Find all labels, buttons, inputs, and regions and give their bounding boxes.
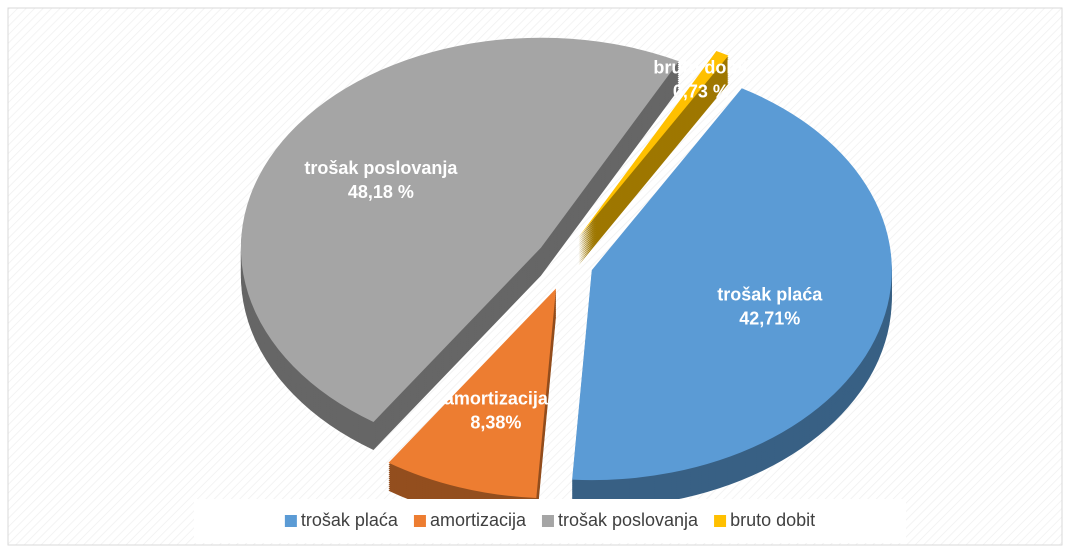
legend-swatch <box>541 515 554 527</box>
data-label-value: 42,71% <box>739 309 800 329</box>
data-labels: trošak plaća 42,71% amortizacija 8,38% troša… <box>304 58 823 433</box>
data-label-value: 0,73 % <box>673 82 729 102</box>
legend-swatch <box>284 515 297 527</box>
slice <box>240 37 679 422</box>
legend-swatch <box>413 515 426 527</box>
data-label-name: trošak plaća <box>717 285 823 305</box>
legend-label: trošak plaća <box>301 510 399 530</box>
data-label-value: 48,18 % <box>348 182 414 202</box>
data-label-value: 8,38% <box>470 412 521 432</box>
slice <box>388 288 556 499</box>
data-label-name: bruto dobit <box>653 58 748 78</box>
slice <box>578 50 729 238</box>
data-label-name: trošak poslovanja <box>304 158 458 178</box>
legend: trošak plaća amortizacija trošak poslovanj… <box>194 499 906 543</box>
legend-swatch <box>714 515 727 527</box>
legend-label: bruto dobit <box>730 510 815 530</box>
pie <box>240 37 892 527</box>
data-label-name: amortizacija <box>444 388 549 408</box>
slice <box>572 88 892 481</box>
legend-label: amortizacija <box>430 510 527 530</box>
legend-label: trošak poslovanja <box>558 510 699 530</box>
